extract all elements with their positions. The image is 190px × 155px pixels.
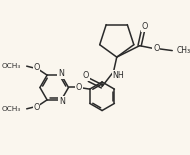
Text: N: N: [58, 69, 64, 78]
Text: O: O: [76, 83, 82, 92]
Text: CH₃: CH₃: [176, 46, 190, 55]
Text: O: O: [141, 22, 148, 31]
Text: O: O: [153, 44, 160, 53]
Text: O: O: [33, 63, 40, 72]
Text: NH: NH: [112, 71, 124, 80]
Text: O: O: [33, 103, 40, 112]
Text: N: N: [59, 97, 65, 106]
Text: O: O: [83, 71, 89, 80]
Text: OCH₃: OCH₃: [2, 106, 21, 112]
Text: OCH₃: OCH₃: [2, 63, 21, 69]
